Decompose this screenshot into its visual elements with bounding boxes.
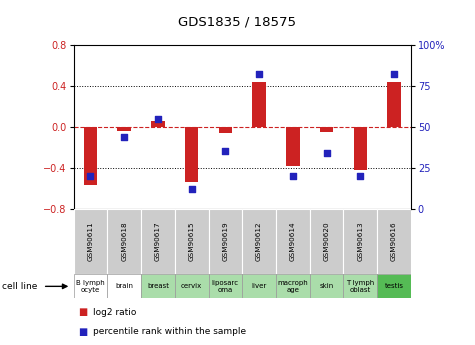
- Bar: [107, 209, 141, 274]
- Bar: [74, 209, 107, 274]
- Bar: [310, 209, 343, 274]
- Text: testis: testis: [385, 283, 403, 289]
- Point: [323, 150, 331, 156]
- Text: brain: brain: [115, 283, 133, 289]
- Text: breast: breast: [147, 283, 169, 289]
- Bar: [74, 274, 107, 298]
- Bar: [276, 209, 310, 274]
- Text: GSM90616: GSM90616: [391, 222, 397, 261]
- Text: GSM90611: GSM90611: [87, 222, 94, 261]
- Bar: [242, 209, 276, 274]
- Point: [256, 72, 263, 77]
- Text: GSM90620: GSM90620: [323, 222, 330, 261]
- Bar: [218, 127, 232, 133]
- Bar: [242, 274, 276, 298]
- Bar: [175, 274, 209, 298]
- Text: log2 ratio: log2 ratio: [93, 308, 136, 317]
- Bar: [310, 274, 343, 298]
- Bar: [286, 127, 300, 166]
- Text: cell line: cell line: [2, 282, 38, 291]
- Bar: [343, 209, 377, 274]
- Point: [121, 134, 128, 139]
- Text: macroph
age: macroph age: [277, 280, 308, 293]
- Point: [390, 72, 398, 77]
- Point: [86, 173, 94, 179]
- Text: GDS1835 / 18575: GDS1835 / 18575: [179, 16, 296, 29]
- Point: [356, 173, 364, 179]
- Text: percentile rank within the sample: percentile rank within the sample: [93, 327, 246, 336]
- Bar: [107, 274, 141, 298]
- Bar: [84, 127, 97, 185]
- Text: GSM90614: GSM90614: [290, 222, 296, 261]
- Text: B lymph
ocyte: B lymph ocyte: [76, 280, 105, 293]
- Text: GSM90615: GSM90615: [189, 222, 195, 261]
- Bar: [141, 209, 175, 274]
- Bar: [343, 274, 377, 298]
- Text: skin: skin: [319, 283, 333, 289]
- Bar: [141, 274, 175, 298]
- Bar: [353, 127, 367, 170]
- Text: GSM90618: GSM90618: [121, 222, 127, 261]
- Text: T lymph
oblast: T lymph oblast: [346, 280, 374, 293]
- Point: [221, 149, 229, 154]
- Text: GSM90617: GSM90617: [155, 222, 161, 261]
- Point: [188, 186, 196, 192]
- Text: liver: liver: [251, 283, 267, 289]
- Bar: [209, 274, 242, 298]
- Text: GSM90613: GSM90613: [357, 222, 363, 261]
- Text: GSM90619: GSM90619: [222, 222, 228, 261]
- Bar: [252, 82, 266, 127]
- Bar: [175, 209, 209, 274]
- Bar: [377, 209, 411, 274]
- Text: ■: ■: [78, 327, 87, 337]
- Bar: [276, 274, 310, 298]
- Bar: [209, 209, 242, 274]
- Bar: [387, 82, 401, 127]
- Bar: [377, 274, 411, 298]
- Bar: [151, 121, 165, 127]
- Point: [289, 173, 296, 179]
- Bar: [185, 127, 199, 182]
- Point: [154, 116, 162, 121]
- Text: liposarc
oma: liposarc oma: [212, 280, 239, 293]
- Text: GSM90612: GSM90612: [256, 222, 262, 261]
- Text: ■: ■: [78, 307, 87, 317]
- Text: cervix: cervix: [181, 283, 202, 289]
- Bar: [117, 127, 131, 131]
- Bar: [320, 127, 333, 132]
